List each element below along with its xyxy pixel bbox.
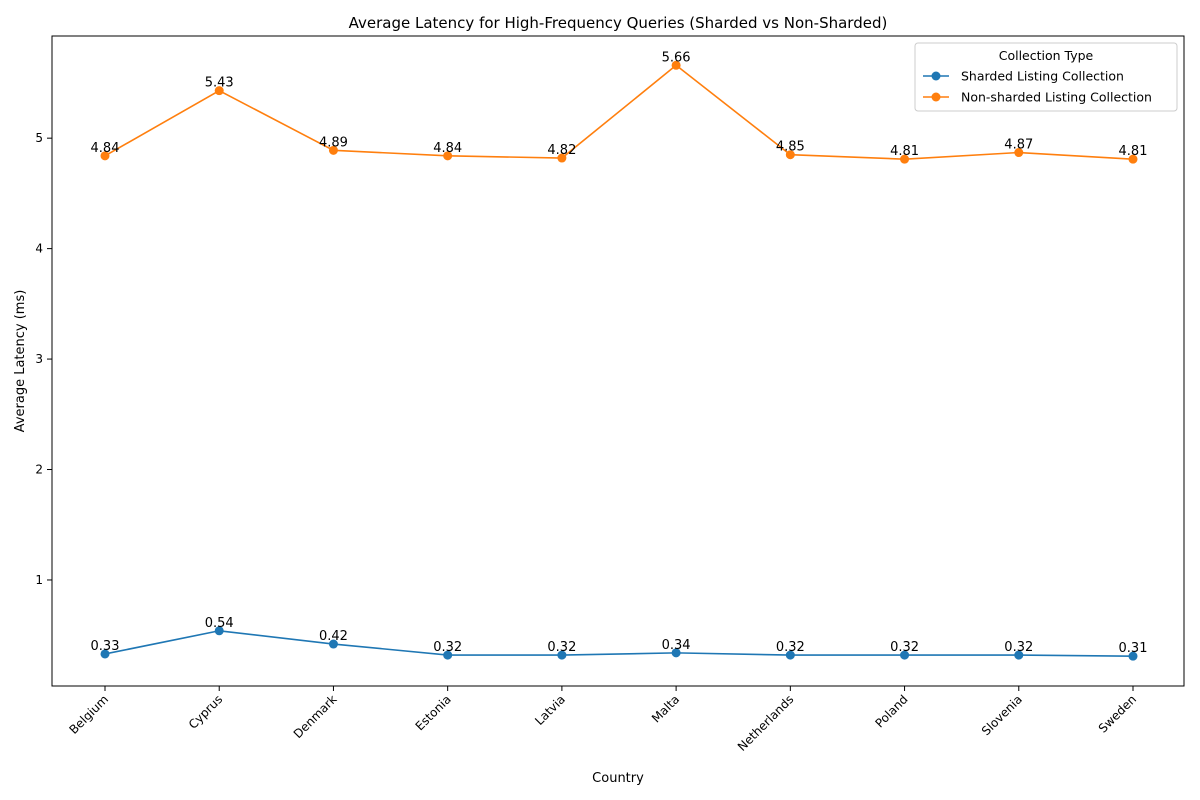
data-point [100,649,110,659]
data-point [785,650,795,660]
data-label: 0.33 [91,639,120,654]
x-tick-label: Malta [649,692,682,725]
data-label: 4.81 [890,144,919,159]
y-tick-label: 5 [35,131,43,145]
data-label: 4.85 [776,140,805,155]
data-label: 4.81 [1119,144,1148,159]
series-1: 0.33 0.54 0.42 0.32 0.32 0.34 0.32 0.32 0.32 0.31 [91,616,1148,661]
y-tick-label: 2 [35,463,43,477]
data-point [328,145,338,155]
x-tick-label: Sweden [1096,692,1139,735]
data-label: 0.32 [1004,640,1033,655]
data-point [1014,650,1024,660]
data-point [214,626,224,636]
data-point [1014,148,1024,158]
legend-marker [931,92,941,102]
data-label: 4.84 [91,141,120,156]
data-label: 4.89 [319,135,348,150]
data-point [1128,651,1138,661]
data-point [557,153,567,163]
x-tick-label: Poland [872,692,910,730]
data-label: 5.66 [662,50,691,65]
y-axis-label: Average Latency (ms) [13,290,28,433]
data-point [443,151,453,161]
legend-item: Non-sharded Listing Collection [923,90,1152,105]
series-line [104,64,1134,160]
data-label: 0.32 [547,640,576,655]
data-label: 0.54 [205,616,234,631]
data-point [100,151,110,161]
plot-area: 0.33 0.54 0.42 0.32 0.32 0.34 0.32 0.32 0.32 0.31… [91,50,1148,661]
x-tick-label: Belgium [66,692,111,737]
x-axis: Belgium Cyprus Denmark Estonia Latvia Malta Ne… [66,686,1139,754]
legend-label: Sharded Listing Collection [961,69,1124,84]
data-point [900,650,910,660]
y-tick-label: 4 [35,242,43,256]
data-point [214,86,224,96]
legend-marker [931,71,941,81]
x-tick-label: Denmark [291,692,340,741]
chart-title: Average Latency for High-Frequency Queri… [349,14,888,32]
data-point [785,150,795,160]
x-axis-label: Country [592,771,644,786]
data-point [1128,154,1138,164]
data-point [557,650,567,660]
legend-label: Non-sharded Listing Collection [961,90,1152,105]
data-point [671,60,681,70]
data-label: 0.32 [890,640,919,655]
data-label: 0.42 [319,629,348,644]
data-point [671,648,681,658]
data-label: 0.32 [776,640,805,655]
legend: Collection Type Sharded Listing Collectio… [914,42,1178,112]
data-label: 0.34 [662,638,691,653]
x-tick-label: Cyprus [186,692,226,732]
data-point [443,650,453,660]
legend-box [914,42,1178,112]
data-point [328,639,338,649]
data-label: 5.43 [205,76,234,91]
data-label: 0.31 [1119,641,1148,656]
series-line [104,629,1134,657]
x-tick-label: Netherlands [735,692,797,754]
y-tick-label: 1 [35,573,43,587]
x-tick-label: Estonia [413,692,454,733]
x-tick-label: Slovenia [979,692,1025,738]
legend-item: Sharded Listing Collection [923,69,1124,84]
data-label: 4.87 [1004,138,1033,153]
data-label: 4.84 [433,141,462,156]
plot-frame [51,35,1185,687]
data-label: 0.32 [433,640,462,655]
legend-title: Collection Type [999,48,1094,63]
data-label: 4.82 [547,143,576,158]
y-tick-label: 3 [35,352,43,366]
y-axis: 1 2 3 4 5 [35,131,52,587]
series-2: 4.84 5.43 4.89 4.84 4.82 5.66 4.85 4.81 4.87 4.81 [91,50,1148,164]
x-tick-label: Latvia [532,692,568,728]
data-point [900,154,910,164]
